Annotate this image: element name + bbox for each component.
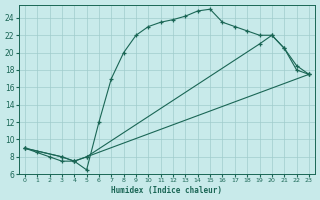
X-axis label: Humidex (Indice chaleur): Humidex (Indice chaleur) [111, 186, 222, 195]
